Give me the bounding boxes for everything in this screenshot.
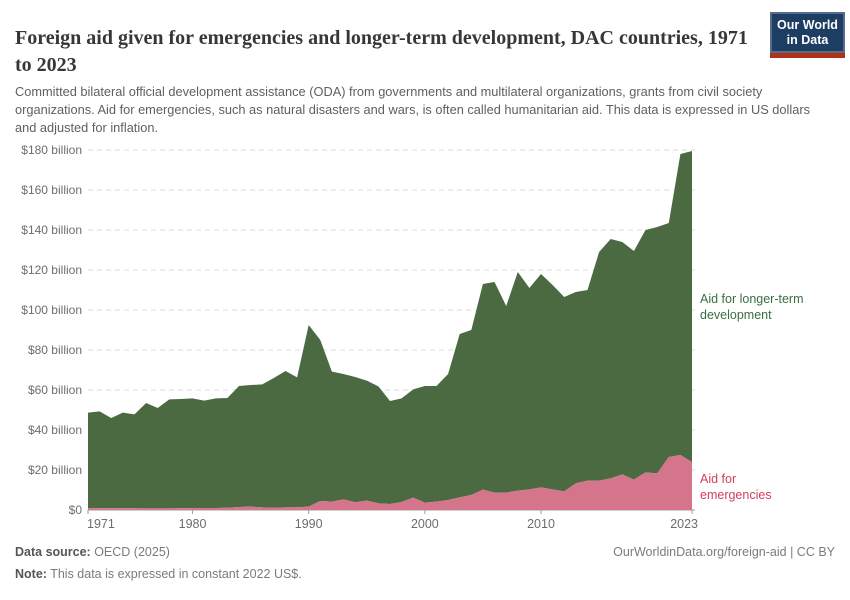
area-emergencies[interactable] <box>88 455 692 510</box>
y-tick-label: $180 billion <box>21 143 82 157</box>
y-tick-label: $140 billion <box>21 223 82 237</box>
x-tick-label: 2023 <box>670 517 698 531</box>
stacked-area-chart: $180 billion $160 billion $140 billion $120… <box>21 143 698 531</box>
series-label-emergencies: Aid for emergencies <box>700 472 772 503</box>
citation-link[interactable]: OurWorldinData.org/foreign-aid | CC BY <box>613 545 835 559</box>
data-source-value: OECD (2025) <box>90 545 170 559</box>
area-longer-term-development[interactable] <box>88 151 692 509</box>
y-tick-label: $60 billion <box>28 383 82 397</box>
note-label: Note: <box>15 567 47 581</box>
data-source-line: Data source: OECD (2025) <box>15 545 170 559</box>
chart-subtitle: Committed bilateral official development… <box>15 83 811 136</box>
note-line: Note: This data is expressed in constant… <box>15 567 302 581</box>
series-label-longer-term-development: Aid for longer-term development <box>700 292 804 323</box>
x-tick-label: 1971 <box>87 517 115 531</box>
data-source-label: Data source: <box>15 545 91 559</box>
x-tick-label: 1990 <box>295 517 323 531</box>
y-tick-label: $20 billion <box>28 463 82 477</box>
y-tick-label: $80 billion <box>28 343 82 357</box>
owid-logo-text: Our World in Data <box>770 12 845 53</box>
owid-logo[interactable]: Our World in Data <box>770 12 845 58</box>
y-tick-label: $120 billion <box>21 263 82 277</box>
x-tick-label: 1980 <box>179 517 207 531</box>
y-tick-label: $40 billion <box>28 423 82 437</box>
note-value: This data is expressed in constant 2022 … <box>46 567 302 581</box>
owid-logo-red-bar <box>770 53 845 58</box>
x-tick-label: 2010 <box>527 517 555 531</box>
y-tick-label: $100 billion <box>21 303 82 317</box>
page-title: Foreign aid given for emergencies and lo… <box>15 27 748 76</box>
y-tick-label: $160 billion <box>21 183 82 197</box>
y-tick-label: $0 <box>69 503 83 517</box>
x-tick-label: 2000 <box>411 517 439 531</box>
